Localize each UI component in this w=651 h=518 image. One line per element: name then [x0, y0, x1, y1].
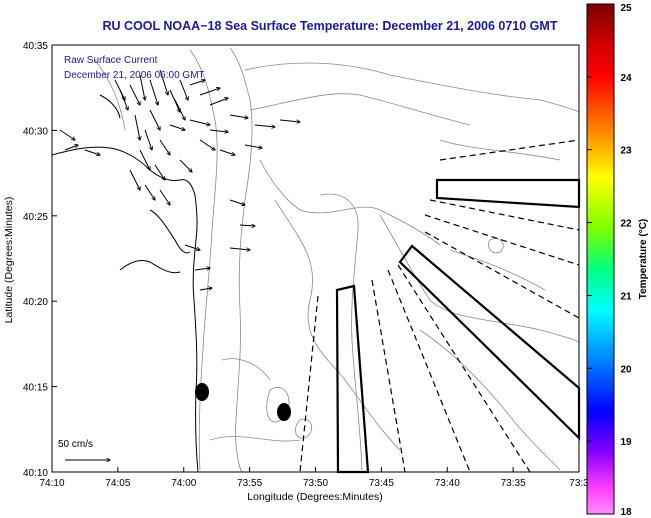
coastline — [51, 94, 199, 473]
y-tick-label: 40:15 — [23, 383, 48, 394]
x-tick-label: 74:00 — [171, 478, 196, 489]
x-tick-label: 73:50 — [303, 478, 328, 489]
colorbar-ticks: 25 24 23 22 21 20 19 18 — [587, 3, 632, 518]
x-axis-label: Longitude (Degrees:Minutes) — [247, 491, 382, 503]
colorbar-gradient — [586, 3, 615, 515]
x-tick-label: 73:35 — [501, 478, 526, 489]
y-tick-label: 40:10 — [23, 468, 48, 479]
site-marker — [195, 383, 209, 401]
x-tick-label: 74:05 — [105, 478, 130, 489]
colorbar-tick-label: 22 — [620, 219, 632, 230]
colorbar-tick-label: 25 — [620, 3, 632, 14]
figure-title: RU COOL NOAA−18 Sea Surface Temperature:… — [103, 19, 558, 33]
x-tick-label: 74:10 — [39, 478, 64, 489]
scale-label: 50 cm/s — [58, 439, 93, 450]
colorbar-tick-label: 23 — [620, 146, 632, 157]
colorbar-tick-label: 20 — [620, 364, 632, 375]
colorbar-tick-label: 19 — [620, 437, 632, 448]
colorbar: 25 24 23 22 21 20 19 18 Temperature (°C) — [586, 3, 649, 518]
surface-current-vectors — [59, 69, 300, 290]
current-legend-line1: Raw Surface Current — [64, 55, 158, 66]
colorbar-label: Temperature (°C) — [638, 219, 649, 300]
x-axis: 74:10 74:05 74:00 73:55 73:50 73:45 73:40 73:35… — [39, 467, 589, 489]
x-tick-label: 73:55 — [237, 478, 262, 489]
y-tick-label: 40:25 — [23, 212, 48, 223]
x-tick-label: 73:45 — [369, 478, 394, 489]
radar-dashed-lines — [299, 139, 580, 473]
y-tick-label: 40:30 — [23, 126, 48, 137]
x-tick-label: 73:40 — [435, 478, 460, 489]
bathymetry-contours — [94, 47, 580, 473]
colorbar-tick-label: 21 — [620, 291, 632, 302]
y-axis-label: Latitude (Degrees:Minutes) — [3, 197, 15, 324]
site-marker — [277, 403, 291, 421]
colorbar-tick-label: 18 — [620, 507, 632, 518]
y-axis: 40:35 40:30 40:25 40:20 40:15 40:10 — [23, 41, 57, 479]
y-tick-label: 40:35 — [23, 41, 48, 52]
current-legend-line2: December 21, 2006 06:00 GMT — [64, 70, 205, 81]
scale-arrow: 50 cm/s — [58, 439, 110, 460]
y-tick-label: 40:20 — [23, 297, 48, 308]
colorbar-tick-label: 24 — [620, 73, 632, 84]
x-tick-label: 73:3 — [569, 478, 589, 489]
map-plot-area: 50 cm/s Raw Surface Current December 21,… — [51, 44, 581, 474]
